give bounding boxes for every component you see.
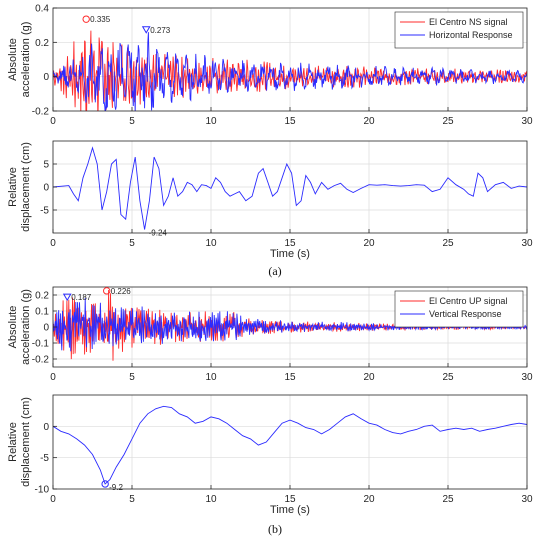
y-tick-label: -0.1: [32, 339, 50, 350]
x-axis-label: Time (s): [270, 504, 310, 516]
x-tick-label: 20: [363, 238, 375, 249]
x-tick-label: 20: [363, 116, 375, 127]
x-tick-label: 15: [284, 116, 296, 127]
x-tick-label: 5: [129, 238, 135, 249]
annotation-label: 0.273: [150, 26, 171, 35]
y-axis-label: Relative: [7, 422, 19, 462]
x-tick-label: 10: [205, 238, 217, 249]
legend-entry: El Centro NS signal: [429, 17, 508, 27]
y-axis-label: Relative: [7, 167, 19, 207]
legend-entry: El Centro UP signal: [429, 296, 507, 306]
panel-caption: (b): [268, 522, 282, 536]
y-tick-label: -10: [35, 485, 50, 496]
x-tick-label: 20: [363, 372, 375, 383]
y-axis-label: Absolute: [7, 38, 19, 81]
y-tick-label: -0.2: [32, 107, 50, 118]
x-axis-label: Time (s): [270, 248, 310, 260]
x-tick-label: 15: [284, 372, 296, 383]
panel-2: 0 5 10 15 20 25 30 -5 0 5 Relative displacement (cm…: [7, 140, 533, 260]
annotation-label: 0.187: [71, 293, 92, 302]
x-tick-label: 5: [129, 372, 135, 383]
plot-area: [53, 30, 527, 111]
y-tick-label: -5: [40, 453, 49, 464]
plot-area: [53, 405, 527, 485]
x-tick-label: 15: [284, 494, 296, 505]
y-axis-label: Absolute: [7, 306, 19, 349]
annotation-label: 0.226: [111, 287, 132, 296]
x-tick-label: 0: [50, 238, 56, 249]
x-tick-label: 10: [205, 372, 217, 383]
x-tick-label: 20: [363, 494, 375, 505]
x-tick-label: 25: [442, 116, 454, 127]
series-line-1: [53, 405, 527, 485]
annotation-marker: [82, 15, 90, 23]
annotation-marker: [101, 480, 109, 488]
x-tick-label: 0: [50, 494, 56, 505]
legend-entry: Horizontal Response: [429, 30, 513, 40]
x-tick-label: 25: [442, 494, 454, 505]
panel-4: 0 5 10 15 20 25 30 -10 -5 0 Relative displacement (…: [7, 394, 533, 516]
x-tick-label: 0: [50, 116, 56, 127]
y-tick-label: -0.2: [32, 355, 50, 366]
series-line-1: [53, 146, 527, 230]
legend-box: [394, 11, 524, 49]
annotation-marker: [62, 293, 72, 302]
plot-area: [53, 146, 527, 230]
y-tick-label: 0: [43, 183, 49, 194]
series-line-2: [53, 32, 527, 111]
x-tick-label: 5: [129, 116, 135, 127]
panel-caption: (a): [268, 264, 281, 278]
annotation-marker: [103, 287, 111, 295]
legend-entry: Vertical Response: [429, 309, 502, 319]
x-tick-label: 5: [129, 494, 135, 505]
y-tick-label: 0: [43, 323, 49, 334]
legend-box: [394, 290, 524, 328]
x-tick-label: 25: [442, 372, 454, 383]
annotation-label: 0.335: [90, 15, 111, 24]
y-tick-label: 5: [43, 160, 49, 171]
x-tick-label: 15: [284, 238, 296, 249]
x-tick-label: 30: [521, 238, 533, 249]
y-tick-label: 0: [43, 422, 49, 433]
y-tick-label: 0.2: [35, 291, 49, 302]
x-tick-label: 0: [50, 372, 56, 383]
panel-3: 0 5 10 15 20 25 30 -0.2 -0.1 0 0.1 0.2 Absolute accel…: [7, 286, 533, 383]
annotation-label: -9.2: [109, 483, 123, 492]
y-axis-label: acceleration (g): [20, 289, 32, 365]
annotation-marker: [141, 26, 151, 34]
x-tick-label: 30: [521, 372, 533, 383]
x-tick-label: 30: [521, 494, 533, 505]
y-tick-label: 0.2: [35, 38, 49, 49]
x-tick-label: 10: [205, 116, 217, 127]
x-tick-label: 10: [205, 494, 217, 505]
annotation-label: -9.24: [149, 229, 168, 238]
y-axis-label: acceleration (g): [20, 22, 32, 98]
y-tick-label: -5: [40, 206, 49, 217]
y-tick-label: 0: [43, 72, 49, 83]
y-tick-label: 0.1: [35, 307, 49, 318]
y-tick-label: 0.4: [35, 4, 49, 15]
y-axis-label: displacement (cm): [20, 142, 32, 232]
series-line-2: [53, 297, 527, 352]
x-tick-label: 25: [442, 238, 454, 249]
y-axis-label: displacement (cm): [20, 397, 32, 487]
x-tick-label: 30: [521, 116, 533, 127]
